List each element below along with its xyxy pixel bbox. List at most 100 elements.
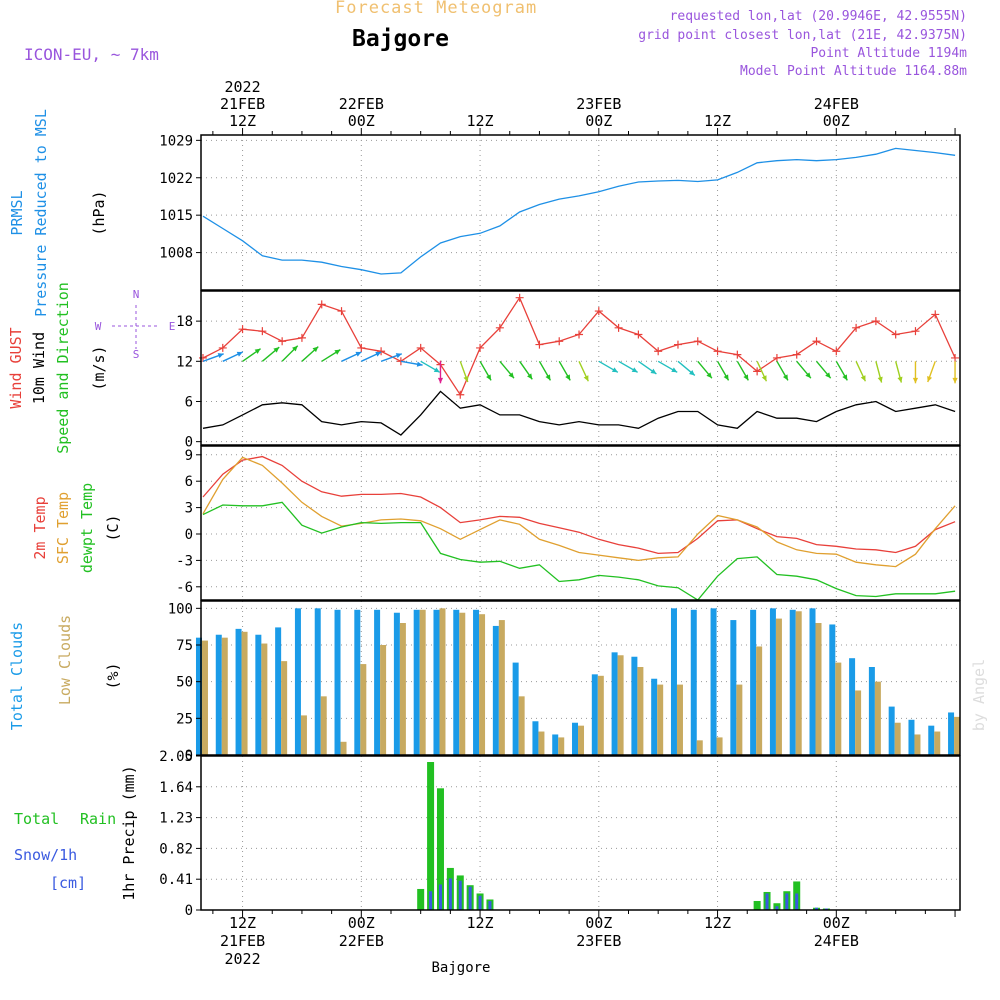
y-tick-label: 25: [176, 711, 193, 727]
gust-marker: [713, 347, 722, 356]
watermark: by Angel: [970, 659, 988, 731]
low-clouds-bar: [300, 715, 307, 755]
gust-marker: [852, 323, 861, 332]
top-time-label: 21FEB: [220, 95, 265, 113]
low-clouds-bar: [716, 737, 723, 755]
top-time-label: 12Z: [704, 112, 731, 130]
wind-arrowhead: [334, 349, 341, 355]
wind-arrowhead: [437, 377, 444, 384]
y-tick-label: 1029: [159, 133, 193, 149]
low-clouds-label: Low Clouds: [56, 615, 74, 705]
low-clouds-bar: [201, 640, 208, 755]
total-clouds-bar: [354, 609, 361, 755]
y-tick-label: 75: [176, 638, 193, 654]
compass-east: E: [169, 320, 176, 333]
snow-bar: [458, 880, 462, 910]
wind-arrowhead: [545, 374, 551, 381]
gust-marker: [575, 330, 584, 339]
low-clouds-bar: [756, 646, 763, 755]
bottom-time-label: 00Z: [585, 914, 612, 932]
wind-arrowhead: [782, 374, 788, 381]
sfc-temp-line: [202, 456, 956, 568]
gust-marker: [218, 343, 227, 352]
total-clouds-bar: [809, 608, 816, 755]
gust-marker: [337, 307, 346, 316]
y-tick-label: 0.41: [159, 872, 193, 888]
wind-arrowhead: [927, 376, 933, 382]
y-tick-label: -3: [176, 553, 193, 569]
low-clouds-bar: [914, 734, 921, 755]
pressure-label: PRMSL: [8, 190, 26, 235]
gust-marker: [317, 300, 326, 309]
gust-marker: [238, 325, 247, 334]
panel-frame: [200, 290, 961, 446]
wind-arrowhead: [416, 361, 423, 367]
total-clouds-bar: [690, 609, 697, 755]
gust-marker: [693, 337, 702, 346]
snow-bar: [488, 900, 492, 910]
low-clouds-bar: [637, 667, 644, 755]
y-tick-label: 2.05: [159, 749, 193, 765]
y-tick-label: 18: [176, 314, 193, 330]
dewpt-temp-line: [202, 501, 956, 601]
wind-arrowhead: [375, 351, 382, 357]
gust-marker: [377, 347, 386, 356]
wind-arrowhead: [912, 377, 919, 384]
total-clouds-bar: [314, 608, 321, 755]
y-tick-label: 1022: [159, 171, 193, 187]
gust-marker: [416, 343, 425, 352]
bottom-time-label: 24FEB: [814, 932, 859, 950]
low-clouds-bar: [855, 690, 862, 755]
precip-unit: 1hr Precip (mm): [120, 765, 138, 900]
top-time-label: 2022: [224, 78, 260, 96]
low-clouds-bar: [221, 637, 228, 755]
y-tick-label: 9: [185, 448, 193, 464]
total-clouds-bar: [393, 612, 400, 755]
bottom-time-label: 2022: [224, 950, 260, 968]
y-tick-label: 6: [185, 474, 193, 490]
total-clouds-bar: [769, 608, 776, 755]
wind-arrowhead: [583, 375, 589, 382]
wind-arrowhead: [355, 351, 362, 357]
total-clouds-bar: [651, 678, 658, 755]
gust-marker: [476, 343, 485, 352]
gust-marker: [931, 310, 940, 319]
wind-gust-line: [202, 296, 956, 397]
panel-frame: [200, 134, 961, 291]
wind-unit: (m/s): [90, 345, 108, 390]
low-clouds-bar: [538, 731, 545, 755]
pressure-unit: (hPa): [90, 190, 108, 235]
total-clouds-bar: [473, 609, 480, 755]
total-clouds-bar: [294, 608, 301, 755]
total-clouds-bar: [928, 725, 935, 755]
gust-marker: [871, 317, 880, 326]
wind-arrowhead: [273, 347, 280, 353]
total-clouds-bar: [275, 627, 282, 755]
total-clouds-bar: [215, 634, 222, 755]
snow-bar: [795, 893, 799, 910]
snow-bar: [448, 878, 452, 910]
y-tick-label: 0.82: [159, 841, 193, 857]
wind-arrowhead: [689, 369, 695, 376]
rain-bar: [417, 888, 425, 910]
total-clouds-bar: [433, 609, 440, 755]
wind-arrowhead: [877, 376, 883, 383]
wind-arrowhead: [761, 375, 767, 382]
footer-location: Bajgore: [431, 960, 490, 976]
rain-bar: [427, 762, 435, 910]
wind-arrowhead: [565, 374, 571, 381]
low-clouds-bar: [835, 662, 842, 755]
low-clouds-bar: [419, 609, 426, 755]
gust-marker: [258, 327, 267, 336]
low-clouds-bar: [934, 731, 941, 755]
y-tick-label: 1.23: [159, 811, 193, 827]
subtitle: Forecast Meteogram: [335, 0, 538, 18]
wind-arrowhead: [611, 367, 618, 373]
total-clouds-bar: [948, 712, 955, 755]
wind-speed-dir-label: Speed and Direction: [54, 282, 72, 454]
wind10m-label: 10m Wind: [30, 332, 48, 404]
low-clouds-bar: [459, 612, 466, 755]
y-tick-label: 50: [176, 675, 193, 691]
point-altitude: Point Altitude 1194m: [810, 46, 967, 61]
snow-bar: [815, 907, 819, 910]
